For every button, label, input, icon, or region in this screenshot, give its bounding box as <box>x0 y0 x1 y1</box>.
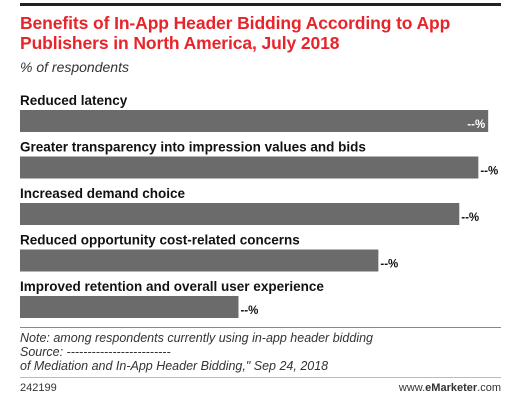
bar-category-label: Reduced opportunity cost-related concern… <box>20 233 300 248</box>
bar <box>20 156 479 179</box>
separator-rule <box>20 327 501 328</box>
brand-prefix: www. <box>398 382 426 394</box>
bar-category-label: Reduced latency <box>20 93 128 108</box>
chart-subtitle: % of respondents <box>20 59 129 75</box>
bar <box>20 296 239 318</box>
source-continued-text: of Mediation and In-App Header Bidding,"… <box>20 359 329 373</box>
bar-category-label: Greater transparency into impression val… <box>20 140 366 155</box>
bar-value-label: --% <box>461 212 479 224</box>
note-text: Note: among respondents currently using … <box>20 331 374 345</box>
bar <box>20 203 460 225</box>
brand-link[interactable]: www.eMarketer.com <box>399 382 501 394</box>
bar <box>20 110 489 132</box>
chart-id: 242199 <box>20 382 57 394</box>
source-text: Source: ------------------------- <box>20 345 171 359</box>
bar-category-label: Improved retention and overall user expe… <box>20 279 324 294</box>
brand-suffix: .com <box>477 382 501 394</box>
bar-value-label: --% <box>240 305 258 317</box>
bar-value-label: --% <box>467 119 485 131</box>
bottom-rule <box>20 377 501 378</box>
bar-category-label: Increased demand choice <box>20 186 186 201</box>
chart-notes: Note: among respondents currently using … <box>20 331 505 373</box>
bar-value-label: --% <box>480 166 498 178</box>
chart-title: Benefits of In-App Header Bidding Accord… <box>20 13 451 53</box>
brand-name: eMarketer <box>425 382 478 394</box>
bar <box>20 249 379 272</box>
bar-value-label: --% <box>380 259 398 271</box>
top-rule <box>20 3 501 6</box>
